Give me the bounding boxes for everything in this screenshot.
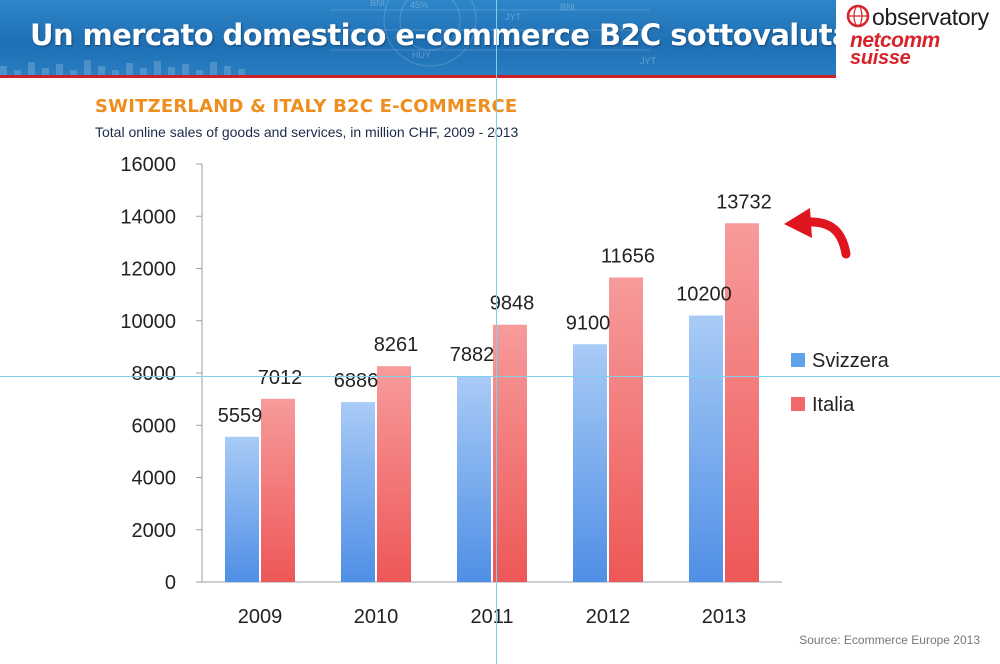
data-label: 5559	[218, 405, 263, 427]
x-tick-label: 2011	[470, 606, 513, 628]
x-tick-label: 2012	[586, 606, 631, 628]
y-tick-label: 12000	[120, 259, 176, 281]
highlight-arrow-icon	[801, 217, 851, 259]
legend-label-italia: Italia	[812, 394, 855, 416]
data-label: 8261	[374, 334, 419, 356]
data-label: 7012	[258, 367, 303, 389]
bar-svizzera-2010	[341, 402, 375, 582]
bar-svizzera-2011	[457, 376, 491, 582]
chart-title: SWITZERLAND & ITALY B2C E-COMMERCE	[95, 96, 518, 117]
legend-swatch-svizzera	[791, 353, 805, 367]
y-tick-label: 2000	[132, 520, 177, 542]
logo-text-netcomm: netcomm	[850, 29, 940, 52]
y-tick-label: 8000	[132, 363, 177, 385]
bar-italia-2012	[609, 277, 643, 582]
data-label: 9100	[566, 312, 611, 334]
logo-text-suisse: suisse	[850, 47, 911, 69]
y-tick-label: 6000	[132, 415, 177, 437]
data-label: 10200	[676, 284, 732, 306]
header-banner: 45% JYT BNI HUY BNI JYT Un mercato domes…	[0, 0, 1000, 78]
data-label: 6886	[334, 370, 379, 392]
chart-subtitle: Total online sales of goods and services…	[95, 124, 519, 140]
header-underline	[0, 75, 836, 78]
arrowhead-icon	[784, 208, 812, 238]
legend-label-svizzera: Svizzera	[812, 350, 890, 372]
bg-number: 45%	[410, 0, 428, 10]
bg-number: JYT	[505, 12, 522, 22]
bar-svizzera-2009	[225, 436, 259, 582]
legend-swatch-italia	[791, 397, 805, 411]
data-label: 11656	[601, 245, 655, 267]
bg-number: BNI	[370, 0, 385, 8]
y-tick-label: 4000	[132, 468, 177, 490]
y-tick-label: 10000	[120, 311, 176, 333]
page-title: Un mercato domestico e-commerce B2C sott…	[30, 18, 884, 52]
data-label: 7882	[450, 344, 495, 366]
bar-svizzera-2013	[689, 315, 723, 582]
x-tick-label: 2009	[238, 606, 283, 628]
logo-text-observatory: observatory	[872, 4, 989, 30]
guide-line-horizontal	[0, 376, 1000, 377]
source-note: Source: Ecommerce Europe 2013	[799, 633, 980, 647]
bar-italia-2011	[493, 324, 527, 582]
y-tick-label: 16000	[120, 154, 176, 176]
data-label: 9848	[490, 293, 535, 315]
banner-decoration: 45% JYT BNI HUY BNI JYT	[0, 0, 657, 78]
x-tick-label: 2010	[354, 606, 399, 628]
bg-number: HUY	[412, 50, 431, 60]
y-tick-label: 0	[165, 572, 176, 594]
x-tick-label: 2013	[702, 606, 747, 628]
bar-italia-2010	[377, 366, 411, 582]
bar-italia-2009	[261, 398, 295, 582]
globe-icon	[846, 4, 870, 28]
bg-number: BNI	[560, 2, 575, 12]
bar-italia-2013	[725, 223, 759, 582]
guide-line-vertical	[496, 0, 497, 664]
data-label: 13732	[716, 191, 772, 213]
bar-svizzera-2012	[573, 344, 607, 582]
observatory-logo: observatory netcomm suisse	[836, 0, 1000, 78]
y-tick-label: 14000	[120, 206, 176, 228]
bg-number: JYT	[640, 56, 657, 66]
